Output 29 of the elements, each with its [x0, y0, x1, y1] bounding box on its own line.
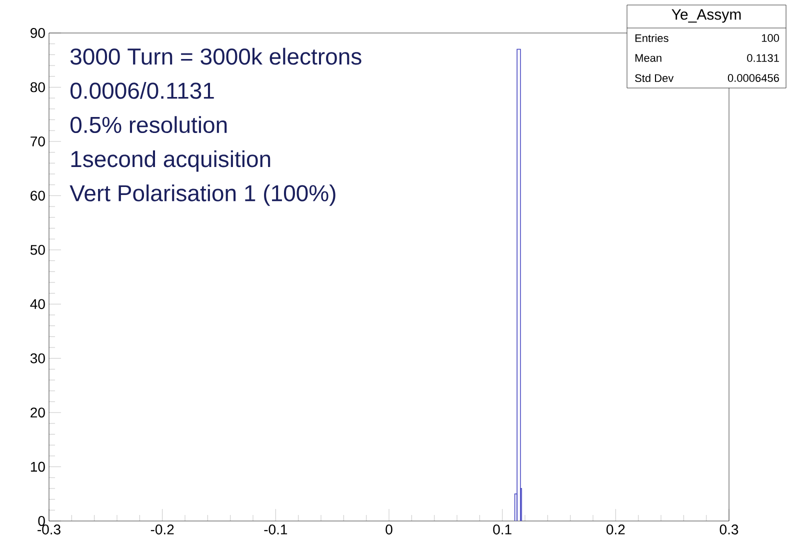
y-tick-label: 50 [30, 244, 45, 255]
y-tick-label: 20 [30, 408, 45, 418]
y-tick-label: 70 [30, 136, 45, 146]
annotation: Std Dev [635, 74, 674, 82]
annotation: Mean [635, 54, 662, 62]
x-tick-label: 0.3 [720, 524, 738, 534]
y-tick-label: 0 [38, 516, 45, 526]
x-tick-label: -0.3 [38, 524, 60, 534]
annotation: 0.0006/0.1131 [70, 82, 214, 99]
annotation: 1second acquisition [71, 150, 270, 172]
annotation: 0.5% resolution [70, 116, 227, 134]
annotation: 0.0006456 [728, 74, 779, 82]
text: Ye_Assym [672, 9, 741, 23]
annotation: Vert Polarisation 1 (100%) [70, 184, 336, 206]
x-tick-label: 0.1 [493, 524, 512, 534]
y-tick-label: 80 [30, 82, 45, 92]
annotation: 3000 Turn = 3000k electrons [70, 48, 362, 65]
x-tick-label: -0.2 [150, 524, 174, 534]
y-tick-label: 40 [30, 299, 45, 310]
y-tick-label: 60 [30, 190, 45, 201]
x-tick-label: 0 [386, 524, 392, 534]
y-tick-label: 90 [30, 28, 45, 38]
annotation: Entries [635, 34, 668, 42]
x-tick-label: -0.1 [264, 524, 288, 534]
y-tick-label: 30 [30, 353, 45, 364]
y-tick-label: 10 [30, 462, 45, 472]
x-tick-label: 0.2 [606, 524, 625, 534]
text: 100 [762, 34, 780, 42]
text: 0.1131 [747, 54, 779, 62]
